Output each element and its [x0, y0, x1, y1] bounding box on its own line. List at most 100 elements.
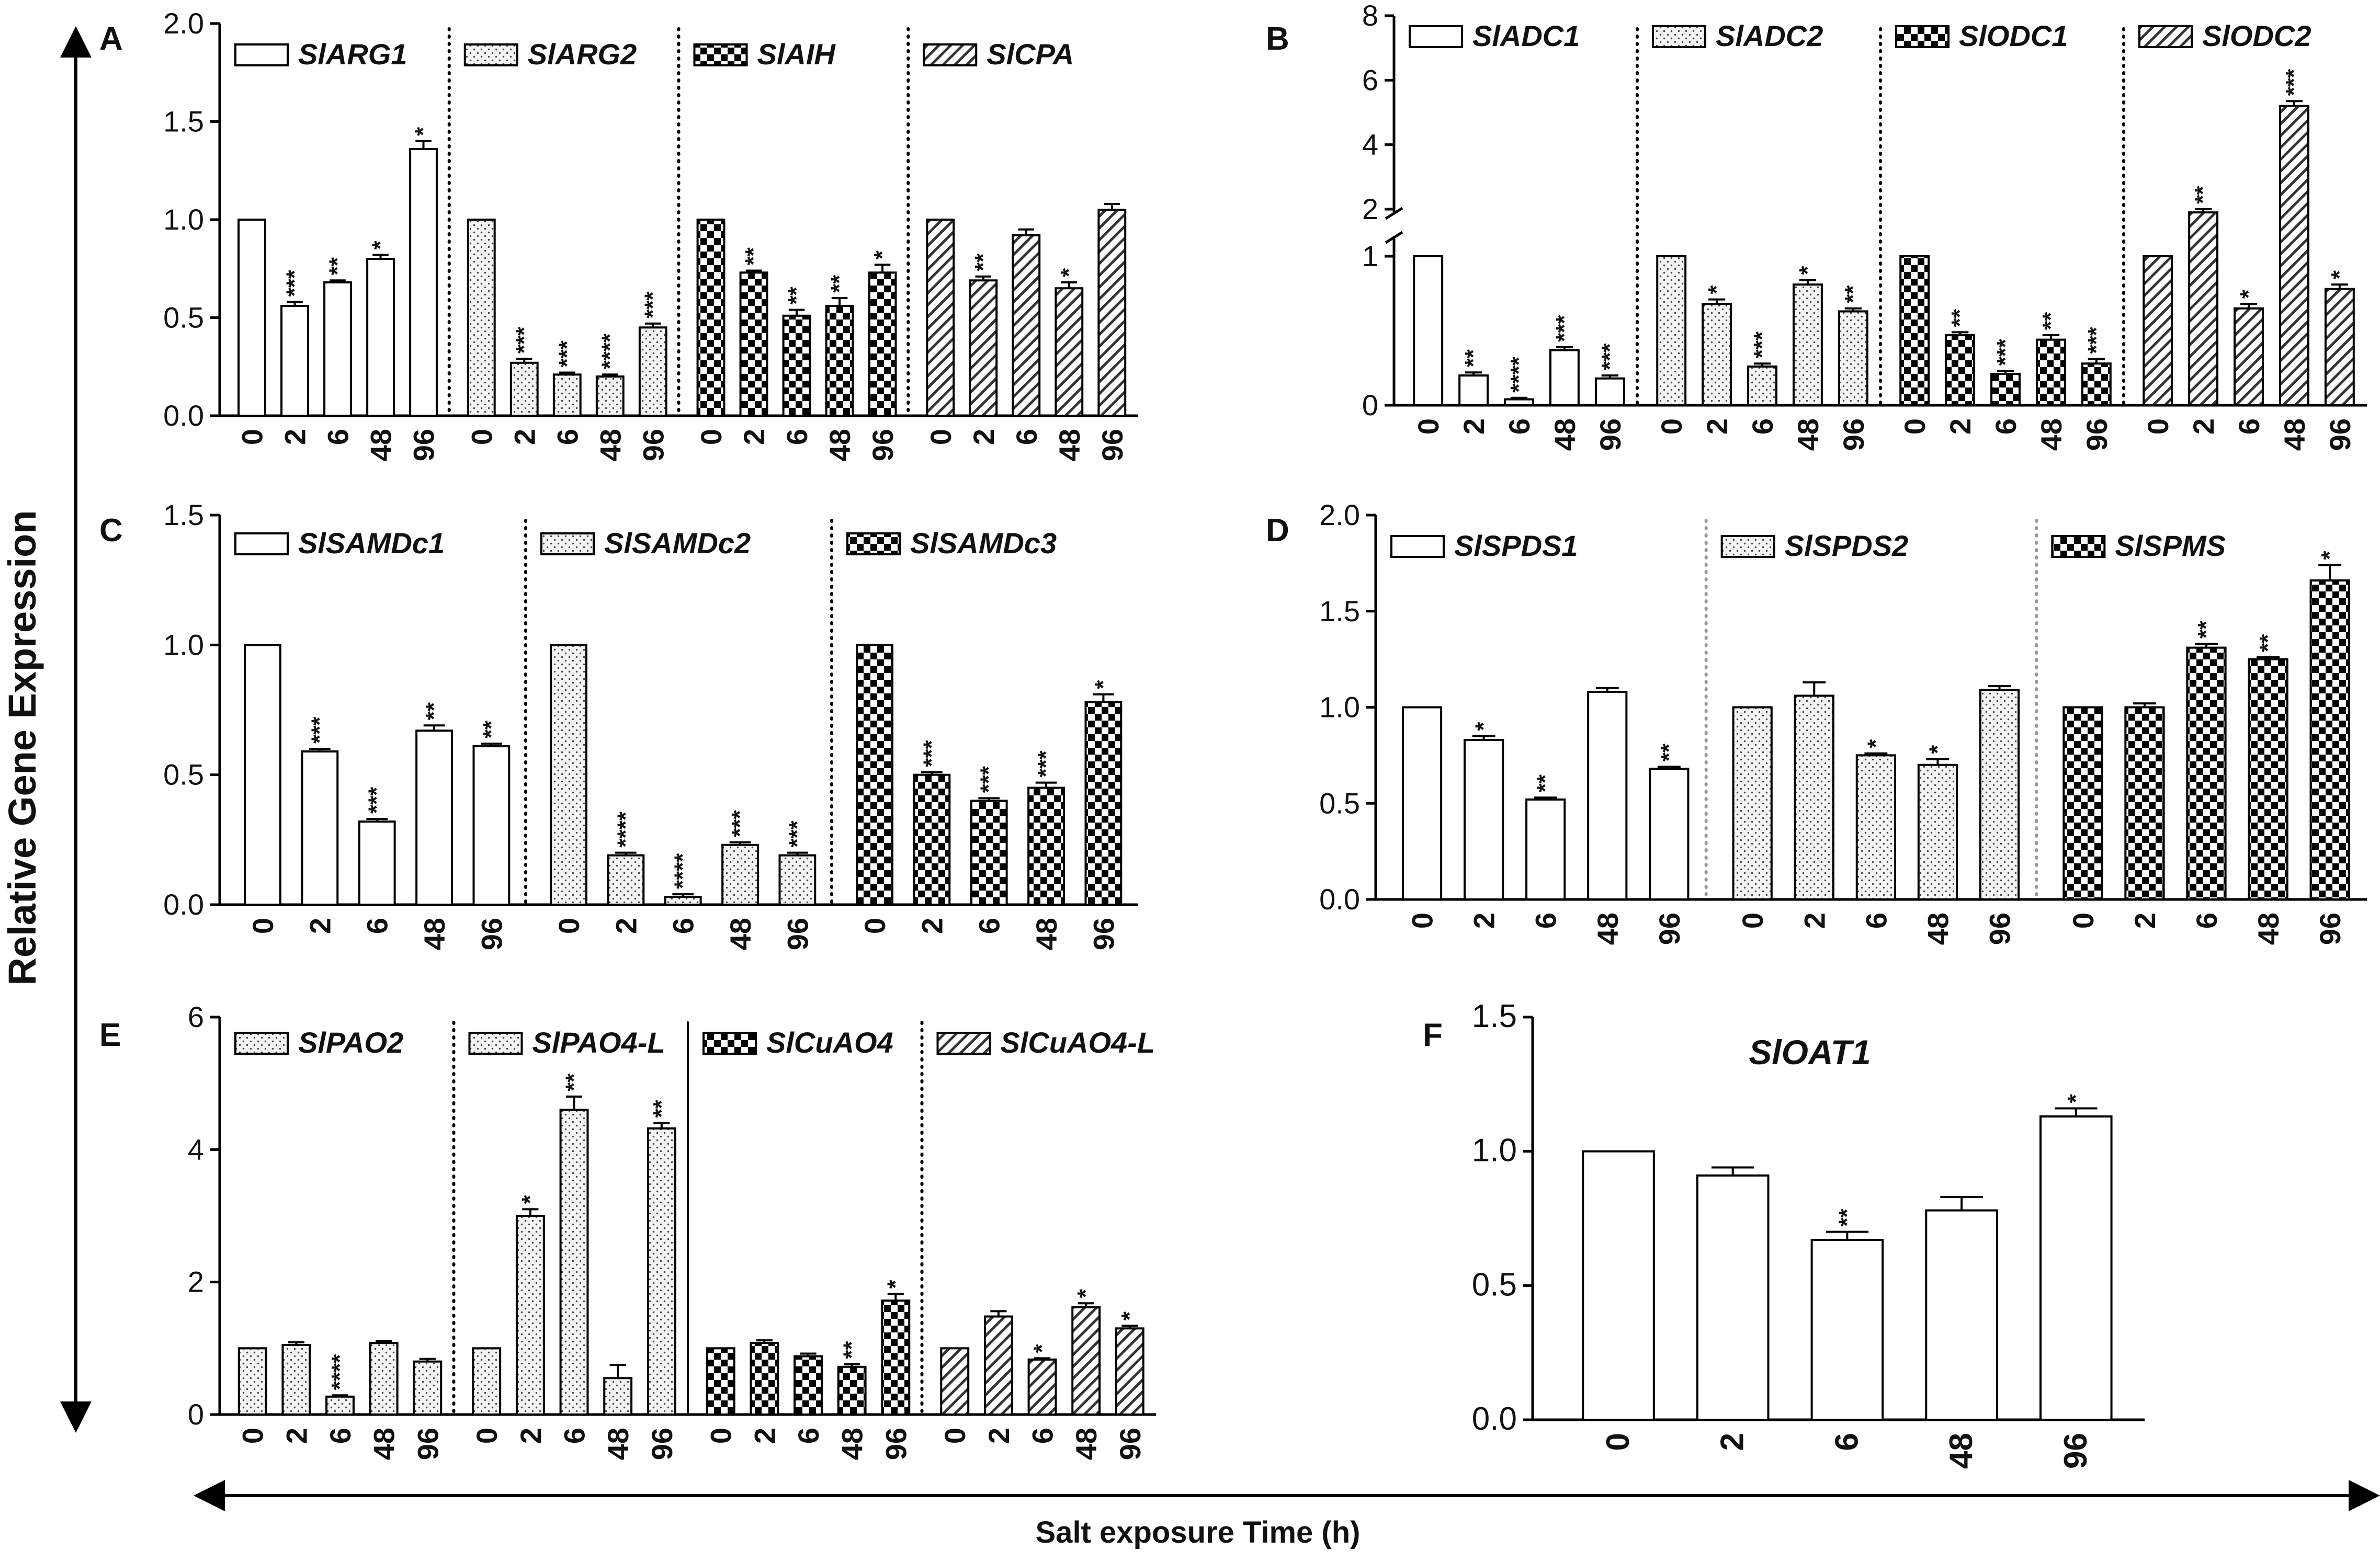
- legend-swatch: [702, 1032, 757, 1055]
- bar: [559, 1109, 589, 1416]
- significance-label: ***: [307, 716, 332, 744]
- bar: [369, 1342, 399, 1416]
- series-SlSPMS: SlSPMS 0 2 ** 6 ** 48 * 96: [2051, 529, 2350, 945]
- bar: [413, 1360, 443, 1416]
- x-tick-label: 48: [2035, 418, 2068, 451]
- x-tick-label: 2: [1457, 418, 1490, 435]
- bar: [794, 1355, 823, 1416]
- series-SlPAO4-L: SlPAO4-L 0 * 2 ** 6 48 ** 96: [468, 1026, 678, 1460]
- bar: [970, 800, 1008, 906]
- legend-swatch: [1895, 25, 1950, 48]
- x-tick-label: 96: [411, 1428, 444, 1460]
- bar: [881, 1299, 911, 1416]
- significance-label: *: [2236, 289, 2261, 299]
- axis-break-mark: [1385, 231, 1403, 244]
- legend-swatch: [463, 43, 518, 66]
- x-tick-label: 6: [973, 918, 1006, 934]
- significance-label: ***: [1033, 750, 1059, 777]
- series-SlSAMDc2: SlSAMDc2 0 **** 2 **** 6 *** 48 *** 96: [540, 527, 817, 950]
- significance-label: *: [2317, 551, 2342, 560]
- significance-label: *: [517, 1194, 543, 1204]
- x-tick-label: 48: [1070, 1428, 1103, 1460]
- bar: [706, 1347, 735, 1416]
- significance-label: **: [1656, 743, 1682, 761]
- x-tick-label: 48: [1792, 418, 1824, 451]
- panel-letter: A: [99, 21, 123, 57]
- legend-label: SlSPDS1: [1454, 529, 1578, 562]
- series-SlODC2: SlODC2 0 ** 2 * 6 *** 48 * 96: [2138, 19, 2356, 451]
- x-tick-label: 2: [279, 429, 312, 445]
- panel-letter: C: [99, 512, 123, 549]
- significance-label: *: [1117, 1311, 1142, 1320]
- x-tick-label: 96: [1087, 918, 1120, 950]
- x-tick-label: 96: [866, 429, 899, 461]
- panels: A0.00.51.01.52.0SlARG10***2**6*48*96SlAR…: [99, 0, 2367, 1469]
- bar: [1838, 310, 1868, 407]
- bar: [1458, 374, 1489, 406]
- legend-swatch: [1390, 535, 1445, 558]
- x-tick-label: 2: [967, 429, 1000, 445]
- significance-label: **: [826, 275, 852, 293]
- panel-B: B012468SlADC10**2****6***48***96SlADC20*…: [1266, 0, 2367, 451]
- legend-swatch: [1720, 535, 1775, 558]
- bar: [1945, 334, 1976, 406]
- x-tick-label: 48: [1591, 913, 1624, 945]
- significance-label: ****: [327, 1354, 353, 1390]
- bar: [696, 219, 726, 417]
- significance-label: *: [411, 127, 436, 136]
- x-tick-label: 48: [724, 918, 757, 950]
- x-tick-label: 96: [475, 918, 508, 950]
- significance-label: ***: [282, 269, 308, 297]
- legend-label: SlADC2: [1716, 19, 1823, 52]
- y-tick-label: 0.5: [1319, 786, 1360, 819]
- bar: [1979, 689, 2020, 901]
- bar: [940, 1347, 970, 1416]
- x-tick-label: 96: [645, 1428, 678, 1460]
- series-SlPAO2: SlPAO2 0 2 **** 6 48 96: [234, 1026, 444, 1460]
- legend-swatch: [846, 532, 901, 555]
- bar: [2234, 307, 2264, 406]
- y-tick-label: 1.5: [163, 105, 204, 138]
- x-tick-label: 0: [1898, 418, 1931, 435]
- significance-label: **: [2190, 186, 2216, 204]
- x-tick-label: 96: [1653, 913, 1686, 945]
- legend-label: SlADC1: [1472, 19, 1580, 52]
- y-tick-label: 0.5: [1472, 1267, 1517, 1303]
- significance-label: ****: [670, 853, 696, 889]
- bar: [1855, 754, 1896, 900]
- bar: [1990, 373, 2021, 407]
- y-tick-label: 1.5: [163, 498, 204, 531]
- x-tick-label: 0: [705, 1428, 738, 1444]
- significance-label: ****: [1506, 356, 1532, 392]
- legend-label: SlODC2: [2202, 19, 2311, 52]
- legend-label: SlARG1: [298, 38, 407, 71]
- legend-swatch: [468, 1032, 523, 1055]
- y-tick-label: 2.0: [163, 7, 204, 40]
- legend-swatch: [2051, 535, 2106, 558]
- series-SlSAMDc1: SlSAMDc1 0 *** 2 *** 6 ** 48 ** 96: [234, 527, 511, 950]
- bar: [280, 305, 309, 417]
- panel-title: SlOAT1: [1749, 1033, 1871, 1071]
- significance-label: ***: [364, 786, 390, 814]
- bar: [638, 326, 667, 417]
- x-tick-label: 48: [836, 1428, 869, 1460]
- x-tick-label: 0: [236, 1428, 269, 1444]
- x-tick-label: 2: [609, 918, 642, 934]
- y-tick-label: 1.5: [1319, 595, 1360, 628]
- y-tick-label: 0.0: [1472, 1401, 1517, 1437]
- bar: [2035, 338, 2066, 406]
- y-tick-label: 0: [188, 1398, 204, 1431]
- x-tick-label: 2: [1468, 913, 1501, 929]
- bar: [1027, 786, 1065, 906]
- bar: [244, 644, 281, 906]
- x-tick-label: 0: [465, 429, 498, 445]
- x-tick-label: 0: [938, 1428, 971, 1444]
- bar: [1925, 1209, 1998, 1421]
- significance-label: *: [2063, 1094, 2089, 1103]
- x-axis-label: Salt exposure Time (h): [1036, 1515, 1361, 1549]
- x-tick-label: 6: [558, 1428, 591, 1444]
- bar: [1587, 691, 1628, 900]
- bar: [926, 219, 955, 417]
- series-SlARG1: SlARG1 0 *** 2 ** 6 * 48 * 96: [234, 38, 440, 461]
